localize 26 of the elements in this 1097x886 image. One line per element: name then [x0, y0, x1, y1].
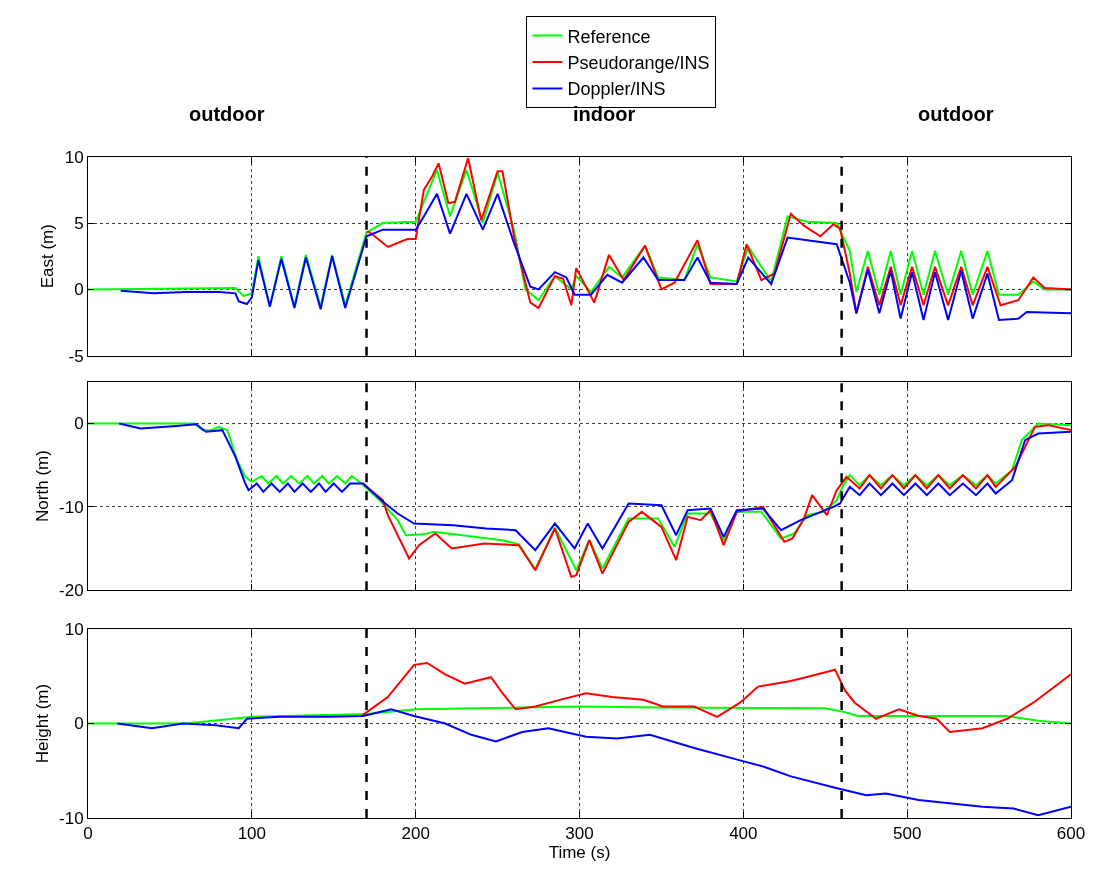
- text: indoor: [573, 103, 636, 125]
- legend-label: Doppler/INS: [567, 79, 666, 100]
- text: outdoor: [189, 103, 265, 125]
- y-tick-label: 10: [64, 619, 84, 639]
- x-tick-label: 200: [401, 824, 430, 844]
- y-axis-title: Height (m): [32, 683, 52, 764]
- y-axis-title: North (m): [32, 450, 52, 522]
- text: outdoor: [918, 103, 994, 125]
- legend-label: Pseudorange/INS: [567, 53, 710, 74]
- x-tick-label: 600: [1056, 824, 1086, 844]
- y-tick-label: -10: [59, 497, 84, 517]
- y-tick-label: -5: [68, 346, 84, 366]
- y-tick-label: -20: [59, 581, 84, 601]
- y-tick-label: 0: [74, 280, 84, 300]
- legend-label: Reference: [567, 26, 651, 47]
- y-tick-label: 0: [74, 714, 84, 734]
- y-tick-label: 0: [74, 414, 84, 434]
- x-tick-label: 500: [892, 824, 922, 844]
- x-tick-label: 400: [729, 824, 758, 844]
- y-tick-label: -10: [59, 808, 84, 828]
- y-tick-label: 5: [74, 213, 84, 233]
- y-axis-title: East (m): [38, 224, 58, 289]
- x-tick-label: 100: [237, 824, 267, 844]
- y-tick-label: 10: [64, 147, 84, 167]
- x-axis-title: Time (s): [548, 843, 611, 863]
- x-tick-label: 300: [565, 824, 594, 844]
